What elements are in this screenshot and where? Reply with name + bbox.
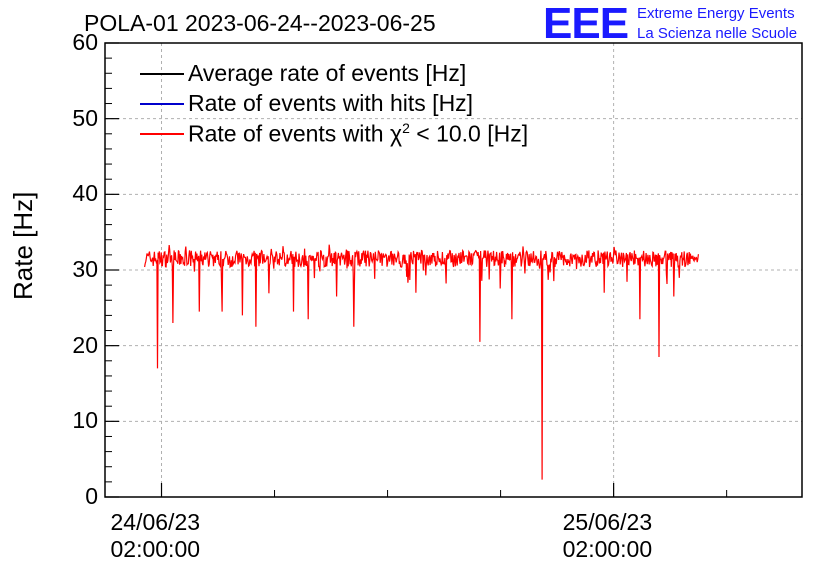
legend-chi-symbol: χ — [390, 120, 403, 147]
x-tick-label: 25/06/23 02:00:00 — [562, 509, 653, 562]
legend-line-black — [140, 72, 184, 75]
y-tick-label: 20 — [72, 331, 98, 358]
y-tick-label: 40 — [72, 180, 98, 207]
series-line-chi2 — [144, 244, 699, 480]
x-tick-label: 24/06/23 02:00:00 — [110, 509, 201, 562]
legend-label-hits: Rate of events with hits [Hz] — [188, 90, 474, 116]
y-tick-label: 0 — [85, 483, 98, 509]
y-tick-label: 60 — [72, 29, 98, 55]
chart-title: POLA-01 2023-06-24--2023-06-25 — [84, 10, 436, 36]
legend-item-chi2: Rate of events with χ2 < 10.0 [Hz] — [140, 120, 528, 148]
legend-item-hits: Rate of events with hits [Hz] — [140, 90, 473, 117]
legend-line-red — [140, 132, 184, 135]
eee-logo: EEE — [543, 0, 629, 48]
y-axis-label: Rate [Hz] — [8, 191, 38, 300]
y-tick-label: 50 — [72, 104, 98, 131]
legend-chi2-suffix: < 10.0 [Hz] — [409, 120, 529, 147]
logo-line-1: Extreme Energy Events — [637, 5, 795, 22]
legend-line-blue — [140, 102, 184, 105]
logo-line-2: La Scienza nelle Scuole — [637, 25, 798, 42]
legend-label-chi2: Rate of events with χ2 < 10.0 [Hz] — [188, 120, 528, 148]
legend-chi-sup: 2 — [402, 120, 410, 136]
y-tick-label: 30 — [72, 256, 98, 282]
legend-chi2-prefix: Rate of events with — [188, 120, 390, 147]
legend-item-average: Average rate of events [Hz] — [140, 60, 466, 87]
y-tick-label: 10 — [72, 407, 98, 434]
legend-label-average: Average rate of events [Hz] — [188, 60, 467, 86]
plot-frame — [104, 42, 803, 498]
